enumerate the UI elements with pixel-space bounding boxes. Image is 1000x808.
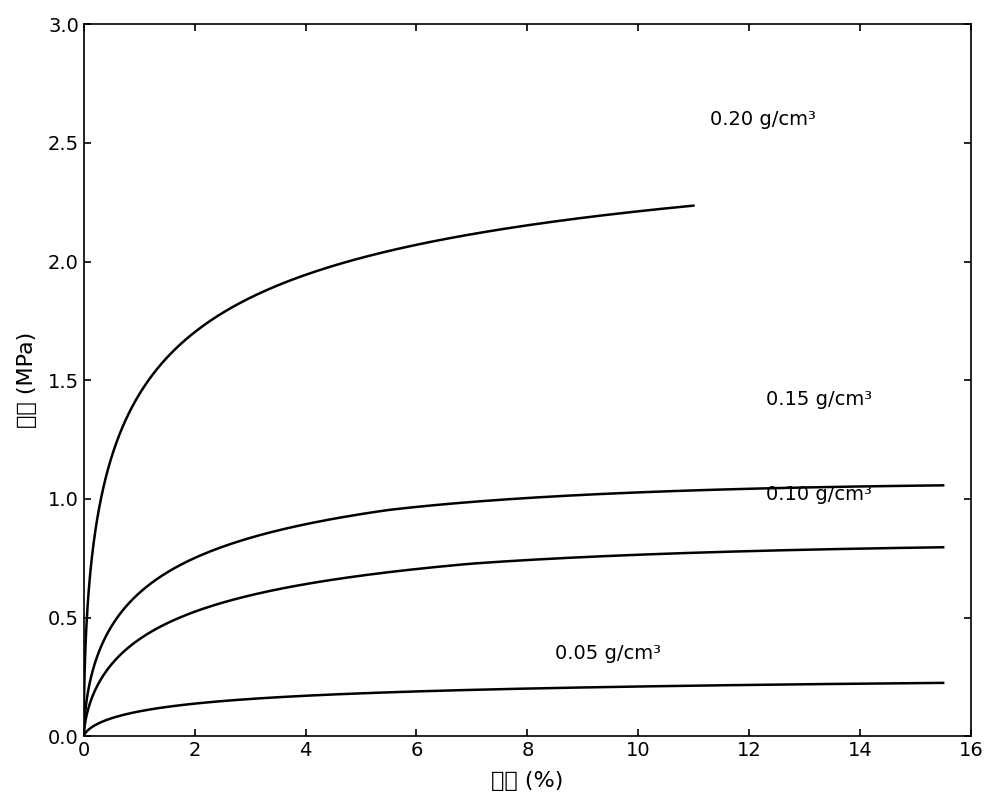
- Text: 0.15 g/cm³: 0.15 g/cm³: [766, 389, 872, 409]
- Text: 0.20 g/cm³: 0.20 g/cm³: [710, 110, 816, 128]
- Text: 0.05 g/cm³: 0.05 g/cm³: [555, 644, 661, 663]
- Text: 0.10 g/cm³: 0.10 g/cm³: [766, 485, 872, 503]
- X-axis label: 应变 (%): 应变 (%): [491, 772, 564, 791]
- Y-axis label: 应力 (MPa): 应力 (MPa): [17, 332, 37, 428]
